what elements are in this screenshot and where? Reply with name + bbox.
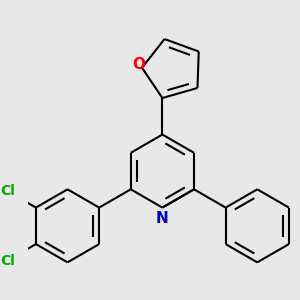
Text: Cl: Cl [0,254,15,268]
Text: O: O [133,58,146,73]
Text: Cl: Cl [0,184,15,198]
Text: N: N [156,211,169,226]
